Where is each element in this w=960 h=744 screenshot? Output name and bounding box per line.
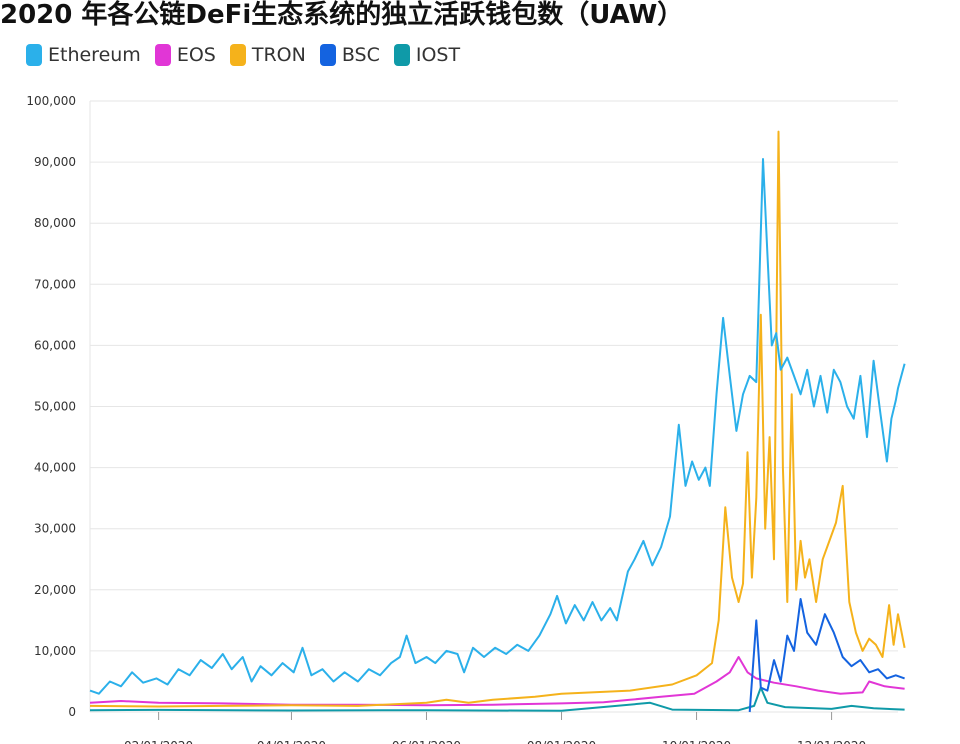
y-tick-label: 80,000 [34, 216, 76, 230]
legend-label: BSC [341, 44, 380, 66]
y-tick-label: 60,000 [34, 338, 76, 352]
series-lines [89, 130, 906, 713]
y-tick-label: 40,000 [34, 461, 76, 475]
legend-swatch [26, 44, 42, 66]
y-axis-ticks: 0 10,000 20,000 30,000 40,000 50,000 60,000 70,… [26, 94, 76, 719]
legend-swatch [393, 44, 410, 66]
legend-item-bsc[interactable]: BSC [319, 44, 380, 66]
series-line-iost[interactable] [89, 686, 905, 712]
legend-item-iost[interactable]: IOST [393, 44, 461, 66]
x-tick-label: 12/01/2020 [797, 739, 866, 744]
series-line-bsc[interactable] [748, 598, 905, 713]
legend-label: IOST [415, 44, 461, 66]
legend: Ethereum EOS TRON BSC IOST [26, 44, 460, 66]
legend-swatch [229, 44, 246, 66]
x-tick-label: 10/01/2020 [662, 739, 731, 744]
y-tick-label: 0 [68, 705, 76, 719]
y-tick-label: 30,000 [34, 522, 76, 536]
x-tick-label: 06/01/2020 [392, 739, 461, 744]
x-axis-ticks: 02/01/2020 04/01/2020 06/01/2020 08/01/2020… [124, 712, 866, 744]
y-tick-label: 20,000 [34, 583, 76, 597]
y-tick-label: 70,000 [34, 277, 76, 291]
legend-swatch [154, 44, 171, 66]
legend-label: TRON [251, 44, 306, 66]
y-tick-label: 100,000 [26, 94, 76, 108]
x-tick-label: 08/01/2020 [527, 739, 596, 744]
legend-item-eos[interactable]: EOS [154, 44, 216, 66]
y-tick-label: 90,000 [34, 155, 76, 169]
legend-label: EOS [176, 44, 216, 66]
series-line-tron[interactable] [89, 130, 906, 708]
grid-lines [89, 100, 898, 713]
legend-label: Ethereum [48, 44, 141, 66]
y-tick-label: 50,000 [34, 400, 76, 414]
legend-item-ethereum[interactable]: Ethereum [26, 44, 141, 66]
series-line-ethereum[interactable] [89, 158, 906, 695]
legend-item-tron[interactable]: TRON [229, 44, 306, 66]
chart-title: 2020 年各公链DeFi生态系统的独立活跃钱包数（UAW） [0, 0, 684, 30]
x-tick-label: 04/01/2020 [257, 739, 326, 744]
x-tick-label: 02/01/2020 [124, 739, 193, 744]
legend-swatch [319, 44, 336, 66]
y-tick-label: 10,000 [34, 644, 76, 658]
